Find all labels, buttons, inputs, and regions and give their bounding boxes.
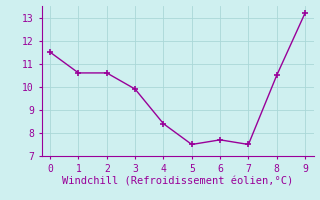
X-axis label: Windchill (Refroidissement éolien,°C): Windchill (Refroidissement éolien,°C) — [62, 176, 293, 186]
